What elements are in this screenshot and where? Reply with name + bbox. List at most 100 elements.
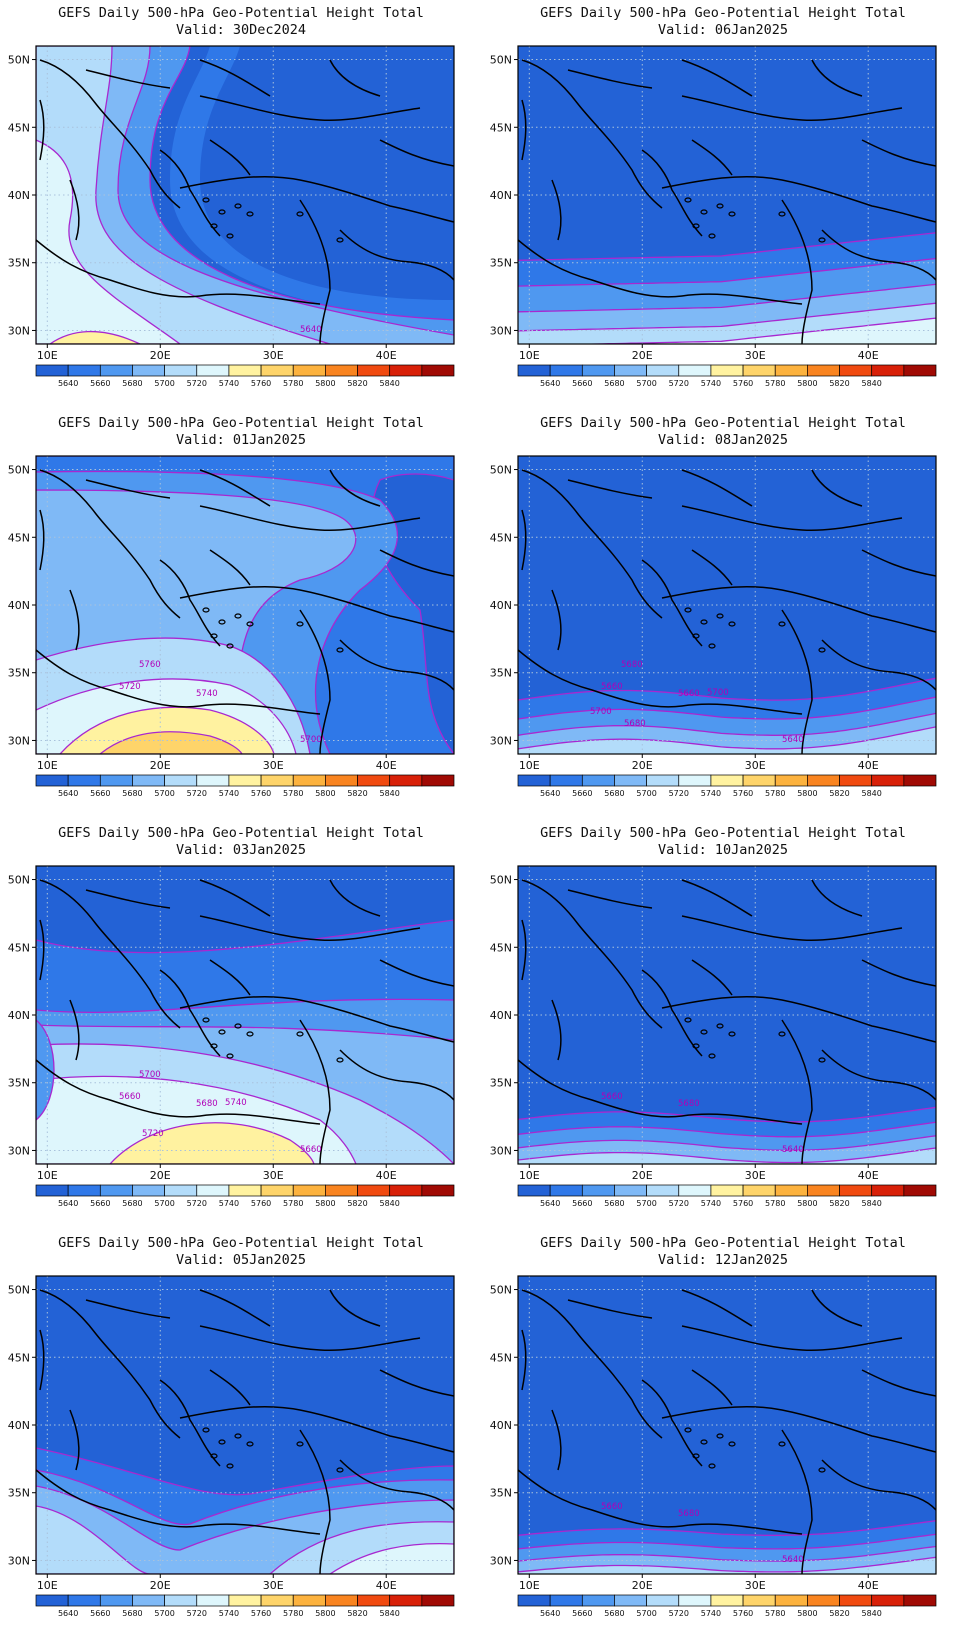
colorbar-swatch (228, 364, 262, 377)
island (684, 607, 692, 613)
lat-label: 30N (8, 734, 30, 747)
lon-label: 30E (263, 1169, 284, 1182)
coastline (811, 59, 863, 97)
coastline (518, 649, 803, 715)
colorbar-label: 5780 (283, 789, 303, 798)
colorbar-label: 5700 (636, 1609, 656, 1618)
island (778, 1031, 786, 1037)
contour-line (518, 283, 936, 313)
coastline (199, 879, 271, 917)
coastline (39, 99, 45, 161)
coastline (641, 969, 703, 1057)
colorbar-swatch (164, 364, 198, 377)
colorbar-label: 5740 (219, 1609, 239, 1618)
coastline (681, 879, 753, 917)
colorbar-swatch (67, 774, 101, 787)
colorbar-swatch (614, 1184, 647, 1197)
coastline (551, 179, 562, 241)
coastline (681, 915, 903, 942)
colorbar-label: 5680 (122, 379, 142, 388)
colorbar-label: 5660 (572, 379, 592, 388)
colorbar-swatch (839, 774, 873, 787)
colorbar-label: 5820 (829, 1609, 849, 1618)
coastline (641, 559, 703, 647)
panel-valid-date: Valid: 05Jan2025 (175, 1252, 307, 1268)
island (728, 1031, 736, 1037)
colorbar-swatch (357, 1184, 391, 1197)
colorbar-swatch (614, 774, 647, 787)
panel-valid-date: Valid: 06Jan2025 (657, 22, 789, 38)
lat-label: 35N (490, 1487, 512, 1500)
colorbar-label: 5740 (219, 789, 239, 798)
colorbar-label: 5780 (765, 379, 785, 388)
panel-title: GEFS Daily 500-hPa Geo-Potential Height … (58, 825, 424, 841)
colorbar-label: 5760 (251, 379, 271, 388)
coastline (521, 1289, 663, 1439)
contour-line (518, 712, 936, 736)
height-map: 5640 5660 5680 50N 45N 40N 35N 30N 10E 20E 30E 40E 5… (490, 865, 937, 1208)
height-band (518, 318, 936, 344)
contour-label: 5660 (601, 682, 623, 692)
colorbar-label: 5760 (733, 1199, 753, 1208)
colorbar-swatch (678, 774, 712, 787)
contour-label: 5680 (196, 1099, 218, 1109)
island (246, 1031, 254, 1037)
coastline (39, 919, 45, 981)
colorbar-label: 5740 (219, 379, 239, 388)
colorbar-swatch (132, 1184, 165, 1197)
colorbar-label: 5840 (862, 789, 882, 798)
lat-label: 30N (8, 1554, 30, 1567)
contour-line (518, 1533, 936, 1550)
colorbar-label: 5780 (765, 1609, 785, 1618)
colorbar-label: 5640 (540, 789, 560, 798)
lat-label: 35N (8, 667, 30, 680)
colorbar-swatch (646, 774, 680, 787)
contour-label: 5700 (590, 707, 612, 717)
panel-title: GEFS Daily 500-hPa Geo-Potential Height … (540, 415, 906, 431)
coastline (681, 59, 753, 97)
coastline (661, 1405, 936, 1453)
colorbar-swatch (903, 1184, 937, 1197)
colorbar-swatch (646, 1184, 680, 1197)
coastline (567, 889, 653, 909)
coastline (85, 69, 171, 89)
lon-label: 20E (632, 1579, 653, 1592)
island (336, 237, 344, 243)
panel-valid-date: Valid: 30Dec2024 (175, 22, 307, 38)
coastline (691, 959, 733, 996)
coastline (179, 995, 454, 1043)
lon-label: 10E (37, 759, 58, 772)
colorbar-swatch (614, 1594, 647, 1607)
island (716, 203, 724, 209)
lon-label: 20E (632, 1169, 653, 1182)
colorbar-label: 5800 (797, 1199, 817, 1208)
lon-label: 20E (150, 1579, 171, 1592)
lon-label: 20E (150, 1169, 171, 1182)
island (708, 643, 716, 649)
island (728, 1441, 736, 1447)
colorbar-swatch (325, 364, 358, 377)
contour-line (518, 1121, 936, 1138)
colorbar-label: 5700 (154, 789, 174, 798)
lon-label: 40E (858, 1169, 879, 1182)
lat-label: 40N (8, 189, 30, 202)
island (296, 1031, 304, 1037)
height-map: 5640 50N 45N 40N 35N 30N 10E 20E 30E 40E 5640 5660 5… (8, 45, 455, 388)
coastline (681, 1325, 903, 1352)
colorbar-swatch (228, 774, 262, 787)
contour-line (518, 1545, 936, 1562)
contour-label: 5680 (621, 660, 643, 670)
coastline (159, 559, 221, 647)
coastline (299, 609, 331, 754)
island (218, 209, 226, 215)
lat-label: 40N (490, 189, 512, 202)
contour-line (518, 232, 936, 261)
lat-label: 35N (8, 1077, 30, 1090)
contour-label: 5680 (678, 1099, 700, 1109)
coastline (339, 1459, 454, 1511)
colorbar-swatch (710, 1184, 744, 1197)
colorbar-swatch (871, 1184, 905, 1197)
lon-label: 10E (519, 1579, 540, 1592)
colorbar-swatch (35, 774, 69, 787)
lat-label: 45N (8, 121, 30, 134)
